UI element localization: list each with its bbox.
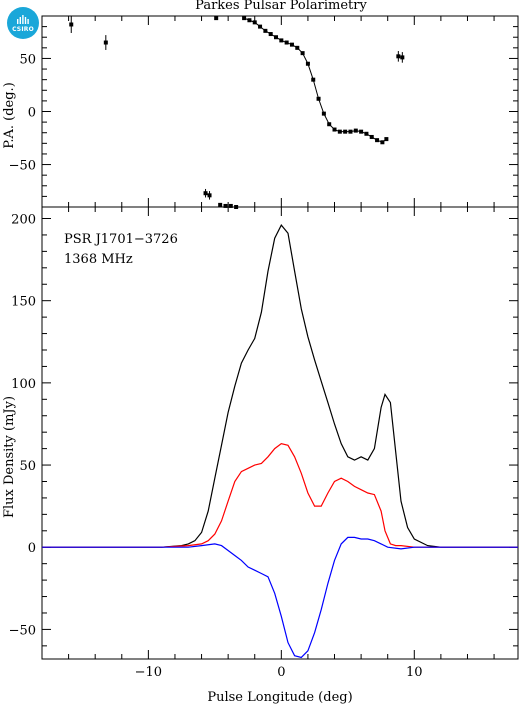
linear-polarization-line — [42, 443, 518, 548]
flux-panel: −10 0 10 −50 0 50 100 150 200 PSR J1701−3726 136… — [2, 206, 519, 680]
pulsar-name: PSR J1701−3726 — [64, 232, 178, 247]
flux-y-tick-label: 150 — [11, 295, 36, 310]
x-tick-label: 10 — [406, 665, 423, 680]
flux-y-tick-label: −50 — [9, 623, 36, 638]
pa-y-tick-label: 0 — [28, 106, 36, 121]
total-intensity-line — [42, 224, 518, 548]
pa-panel: −50 0 50 P.A. (deg.) — [2, 15, 519, 209]
pa-point — [214, 16, 219, 21]
flux-y-tick-label: 50 — [19, 459, 36, 474]
flux-ticks: −10 0 10 −50 0 50 100 150 200 — [9, 207, 518, 680]
pa-point — [69, 22, 74, 27]
flux-lines — [42, 224, 518, 659]
pa-point — [396, 54, 401, 59]
pa-y-tick-label: 50 — [19, 52, 36, 67]
pa-panel-frame — [41, 15, 519, 208]
x-tick-label: 0 — [277, 665, 285, 680]
x-tick-label: −10 — [135, 665, 162, 680]
flux-panel-frame — [41, 206, 519, 660]
x-axis-label: Pulse Longitude (deg) — [207, 690, 352, 705]
pa-point — [103, 40, 108, 45]
pa-point — [223, 203, 228, 208]
pa-point — [218, 202, 223, 207]
pa-points — [69, 16, 405, 209]
chart-title: Parkes Pulsar Polarimetry — [195, 0, 367, 13]
pa-swing-line — [243, 17, 387, 143]
flux-y-tick-label: 100 — [11, 377, 36, 392]
pa-ylabel: P.A. (deg.) — [2, 82, 17, 149]
pa-ticks: −50 0 50 — [9, 15, 518, 208]
csiro-logo: CSIRO — [7, 7, 39, 39]
pa-y-tick-label: −50 — [9, 159, 36, 174]
pa-point — [400, 55, 405, 60]
logo-text: CSIRO — [12, 26, 34, 33]
logo-bars-icon — [17, 15, 29, 24]
flux-y-tick-label: 200 — [11, 213, 36, 228]
flux-ylabel: Flux Density (mJy) — [2, 396, 17, 518]
flux-y-tick-label: 0 — [28, 541, 36, 556]
pa-point — [228, 203, 233, 208]
pa-point — [207, 193, 212, 198]
circular-polarization-line — [42, 536, 518, 659]
frequency-label: 1368 MHz — [64, 252, 133, 267]
pa-point — [203, 191, 208, 196]
